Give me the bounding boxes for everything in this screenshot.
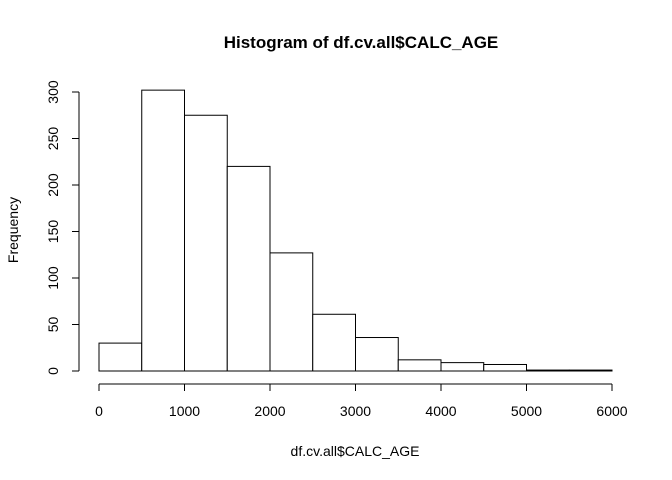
y-tick-label: 300 [45,80,61,104]
histogram-bar-4 [269,252,314,372]
x-tick-label: 4000 [425,403,456,419]
histogram-bar-0 [98,342,143,372]
y-tick-label: 200 [45,173,61,197]
x-tick-label: 3000 [340,403,371,419]
x-tick-label: 0 [95,403,103,419]
y-tick-label: 150 [45,220,61,244]
x-tick-label: 1000 [169,403,200,419]
bars-group [98,89,613,372]
x-axis-label: df.cv.all$CALC_AGE [291,443,420,459]
y-tick-label: 50 [45,317,61,333]
histogram-bar-10 [526,369,570,372]
histogram-bar-7 [397,359,442,372]
histogram-bar-9 [483,363,527,372]
y-tick-label: 100 [45,266,61,290]
chart-title: Histogram of df.cv.all$CALC_AGE [224,33,499,52]
x-tick-label: 2000 [254,403,285,419]
histogram-bar-5 [312,313,356,372]
y-tick-label: 250 [45,127,61,151]
histogram-bar-11 [568,369,613,372]
histogram-bar-1 [141,89,185,372]
x-axis: 0 1000 2000 3000 4000 5000 6000 [95,383,628,419]
y-tick-label: 0 [45,367,61,375]
histogram-bar-2 [184,114,228,372]
y-axis-label: Frequency [5,197,21,263]
x-tick-label: 6000 [596,403,627,419]
histogram-bar-8 [440,362,485,372]
histogram-bar-6 [355,337,399,372]
x-tick-label: 5000 [511,403,542,419]
histogram-bar-3 [226,165,271,372]
y-axis: 0 50 100 150 200 250 300 [45,80,80,375]
